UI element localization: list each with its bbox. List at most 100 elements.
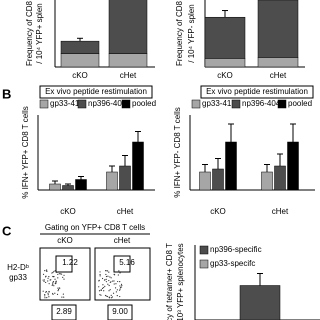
flow-dot [51,272,53,274]
flow-dot [117,274,119,276]
flow-dot [99,294,101,296]
legend-label: np396-404 [242,99,281,108]
flow-plot [39,247,91,301]
flow-dot [116,295,118,297]
flow-dot [54,278,56,280]
legend-label: pooled [288,99,312,108]
flow-dot [101,277,104,280]
bar-segment [257,57,299,68]
flow-dot [48,283,50,285]
flow-dot [57,288,60,291]
flow-dot [106,270,109,272]
flow-column: cHet [114,236,131,245]
flow-dot [117,280,119,283]
legend-label: pooled [132,99,156,108]
flow-dot [57,273,59,276]
flow-dot [108,284,110,287]
flow-dot [105,281,108,283]
flow-dot [55,280,57,282]
flow-dot [47,294,49,296]
flow-dot [48,290,50,293]
bar-segment [108,0,148,54]
flow-dot [105,273,107,276]
gate [107,304,133,320]
x-tick-label: cKO [60,207,76,216]
flow-dot [98,290,101,292]
bar [287,141,299,191]
legend-label: np396-404 [88,99,127,108]
legend-swatch [277,99,287,109]
panel-label: B [2,86,11,101]
flow-dot [47,292,49,294]
flow-dot [99,271,101,273]
flow-dot [119,289,121,291]
flow-dot [46,269,48,271]
flow-dot [58,273,60,275]
flow-dot [118,270,120,272]
flow-dot [107,283,109,285]
flow-plot [94,247,151,301]
flow-dot [62,276,64,279]
y-axis-label: % IFN+ YFP- CD8 T cells [173,107,182,197]
flow-title: Gating on YFP+ CD8 T cells [45,223,145,232]
flow-dot [119,281,121,283]
x-tick-label: cHet [272,207,289,216]
x-tick-label: cHet [120,71,137,80]
gate-value: 5.16 [119,258,135,267]
flow-dot [54,270,56,272]
flow-dot [63,278,65,280]
flow-dot [45,291,47,293]
panel-label: C [2,223,12,238]
flow-dot [120,286,123,288]
flow-column: cKO [57,236,73,245]
y-axis-label: % IFN+ YFP+ CD8 T cells [21,106,30,198]
flow-dot [53,270,55,273]
gate [55,255,73,273]
flow-dot [108,290,110,292]
legend-swatch [39,99,49,109]
legend-swatch [121,99,131,109]
flow-dot [103,290,105,292]
flow-dot [109,289,111,291]
gate-value: 1.22 [62,258,78,267]
flow-dot [43,279,46,281]
flow-dot [49,279,51,281]
flow-dot [106,295,108,298]
bar [62,185,74,191]
flow-dot [105,275,108,278]
flow-dot [62,293,64,295]
flow-dot [119,272,121,274]
flow-dot [44,294,46,296]
flow-dot [113,280,115,282]
bar [119,165,131,191]
flow-dot [100,294,102,296]
flow-dot [110,277,112,279]
legend-label: gp33-41 [202,99,232,108]
flow-dot [52,276,54,278]
flow-dot [57,290,59,292]
legend-swatch [231,99,241,109]
title-box [39,85,153,99]
chart-title: Ex vivo peptide restimulation [206,87,308,96]
flow-plots [39,247,151,320]
legend-swatch [77,99,87,109]
flow-dot [119,285,121,287]
flow-dot [109,281,111,284]
flow-dot [98,286,100,288]
flow-dot [105,278,107,280]
flow-dot [43,280,45,283]
x-tick-label: cKO [210,207,226,216]
x-tick-label: cHet [117,207,134,216]
flow-dot [100,289,102,291]
flow-dot [42,273,45,275]
flow-dot [104,285,106,287]
y-axis-label: / 10⁴ YFP- splen [187,4,196,62]
flow-dot [105,270,107,272]
flow-dot [57,287,59,289]
flow-dot [56,293,59,295]
flow-dot [57,277,59,279]
gate [51,304,77,320]
x-tick-label: cKO [72,71,88,80]
flow-dot [111,296,114,298]
legend-swatch [199,259,209,269]
